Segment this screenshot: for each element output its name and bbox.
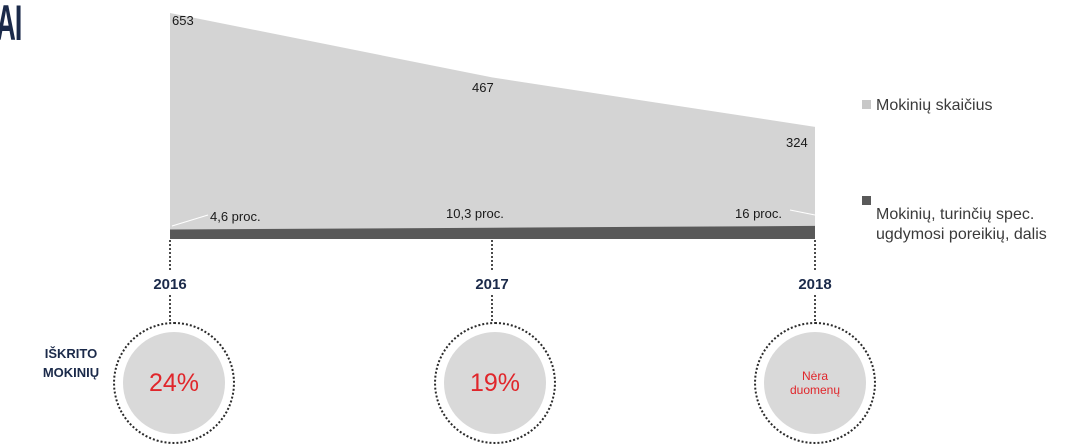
dropped-value-2016: 24% <box>123 332 225 434</box>
legend-label: Mokinių, turinčių spec. ugdymosi poreiki… <box>876 206 1047 243</box>
dropped-value-2018: Nėra duomenų <box>764 332 866 434</box>
data-label-total-2016: 653 <box>172 13 194 28</box>
area-mokiniu-skaicius <box>170 13 815 239</box>
x-tick-label-2018: 2018 <box>798 276 831 293</box>
legend-item-spec-poreikiu-dalis: Mokinių, turinčių spec. ugdymosi poreiki… <box>862 190 1088 245</box>
x-tick-label-2016: 2016 <box>153 276 186 293</box>
dropped-value-2017: 19% <box>444 332 546 434</box>
legend-swatch-light <box>862 100 871 109</box>
dropped-circle-2016: 24% <box>113 322 235 444</box>
dropped-circle-2018: Nėra duomenų <box>754 322 876 444</box>
data-label-share-2016: 4,6 proc. <box>210 209 261 224</box>
area-chart: 653 467 324 4,6 proc. 10,3 proc. 16 proc. 2016… <box>153 13 832 322</box>
data-label-total-2018: 324 <box>786 135 808 150</box>
page-title: AI <box>0 0 22 51</box>
dropped-circle-2017: 19% <box>434 322 556 444</box>
legend-label: Mokinių skaičius <box>876 97 993 114</box>
data-label-share-2017: 10,3 proc. <box>446 206 504 221</box>
legend-swatch-dark <box>862 196 871 205</box>
legend-item-mokiniu-skaicius: Mokinių skaičius <box>862 96 992 116</box>
leader-line-2018 <box>789 209 816 216</box>
data-label-share-2018: 16 proc. <box>735 206 782 221</box>
x-tick-label-2017: 2017 <box>475 276 508 293</box>
dropped-students-label: IŠKRITO MOKINIŲ <box>42 346 100 380</box>
leader-line-2016 <box>171 214 209 227</box>
area-spec-poreikiu-dalis <box>170 225 815 239</box>
data-label-total-2017: 467 <box>472 80 494 95</box>
